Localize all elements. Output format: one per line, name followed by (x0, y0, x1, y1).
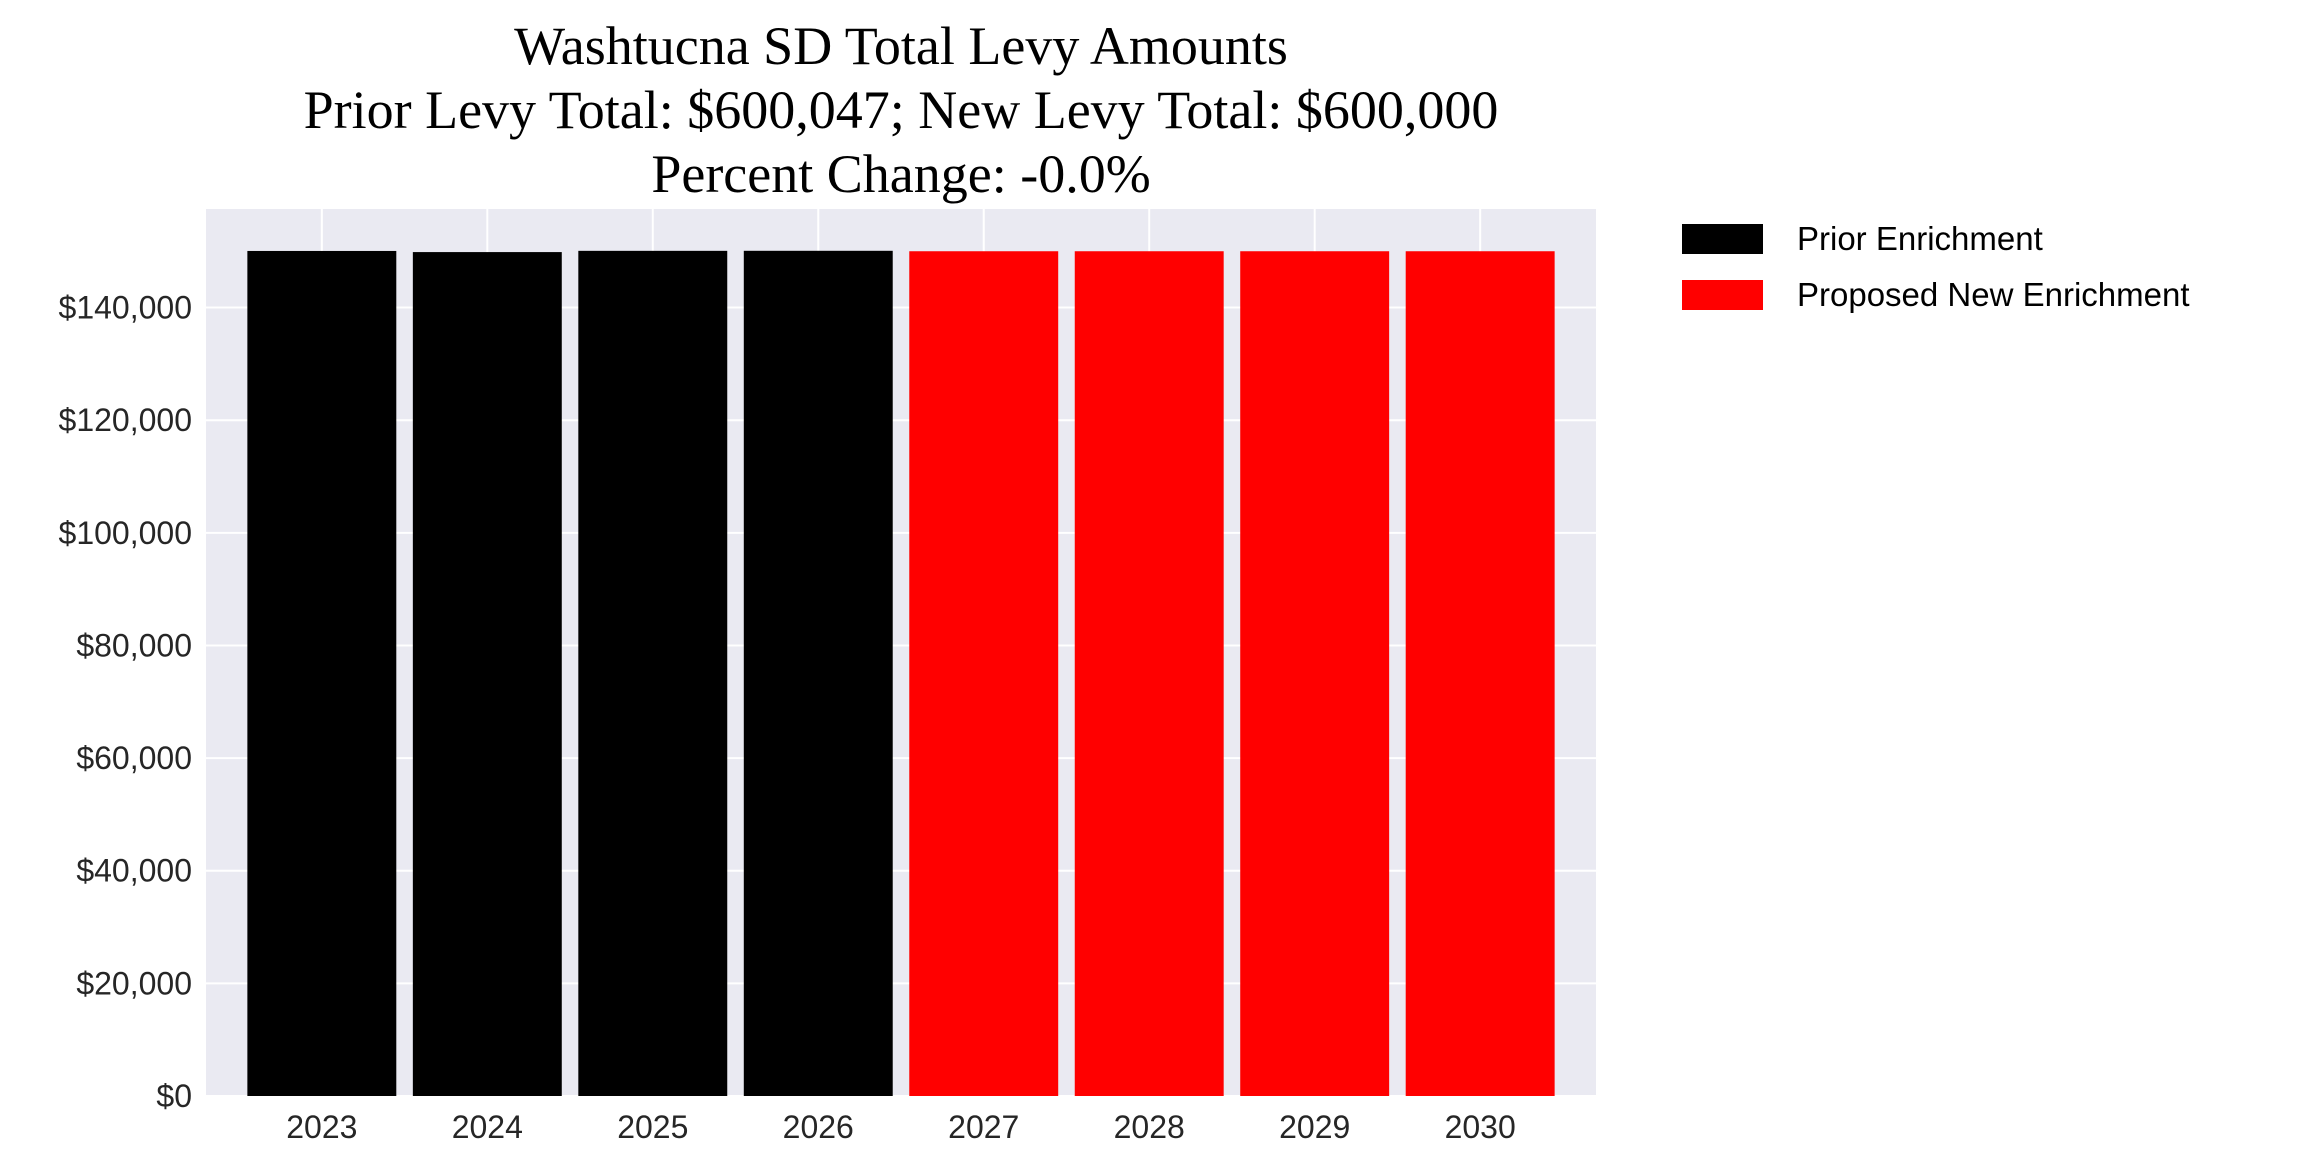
bars (247, 250, 1555, 1096)
legend-swatch-prior (1682, 224, 1763, 254)
y-axis-ticks: $0 $20,000 $40,000 $60,000 $80,000 $100,000 $1… (59, 290, 192, 1114)
y-tick-label: $60,000 (76, 740, 192, 776)
x-tick-label: 2026 (783, 1109, 854, 1145)
x-tick-label: 2030 (1445, 1109, 1516, 1145)
x-tick-label: 2027 (948, 1109, 1019, 1145)
legend-label-prior: Prior Enrichment (1797, 220, 2043, 257)
bar-proposed-2028 (1074, 251, 1224, 1096)
chart-title-line-2: Prior Levy Total: $600,047; New Levy Tot… (304, 80, 1499, 140)
y-tick-label: $140,000 (59, 290, 192, 326)
bar-prior-2025 (578, 250, 728, 1096)
legend-swatch-proposed (1682, 280, 1763, 310)
legend: Prior Enrichment Proposed New Enrichment (1682, 220, 2190, 313)
x-axis-ticks: 2023 2024 2025 2026 2027 2028 2029 2030 (286, 1109, 1516, 1145)
y-tick-label: $0 (156, 1078, 192, 1114)
y-tick-label: $80,000 (76, 627, 192, 663)
chart-title-line-3: Percent Change: -0.0% (651, 144, 1150, 204)
x-tick-label: 2023 (286, 1109, 357, 1145)
x-tick-label: 2028 (1114, 1109, 1185, 1145)
chart-title-line-1: Washtucna SD Total Levy Amounts (514, 16, 1288, 76)
bar-prior-2024 (412, 252, 562, 1096)
y-tick-label: $100,000 (59, 515, 192, 551)
x-tick-label: 2029 (1279, 1109, 1350, 1145)
bar-proposed-2027 (909, 251, 1059, 1096)
bar-prior-2023 (247, 250, 397, 1096)
bar-proposed-2029 (1240, 251, 1390, 1096)
y-tick-label: $120,000 (59, 402, 192, 438)
bar-prior-2026 (743, 250, 893, 1096)
legend-label-proposed: Proposed New Enrichment (1797, 276, 2190, 313)
y-tick-label: $20,000 (76, 965, 192, 1001)
x-tick-label: 2024 (452, 1109, 523, 1145)
x-tick-label: 2025 (617, 1109, 688, 1145)
bar-proposed-2030 (1405, 251, 1555, 1096)
y-tick-label: $40,000 (76, 853, 192, 889)
